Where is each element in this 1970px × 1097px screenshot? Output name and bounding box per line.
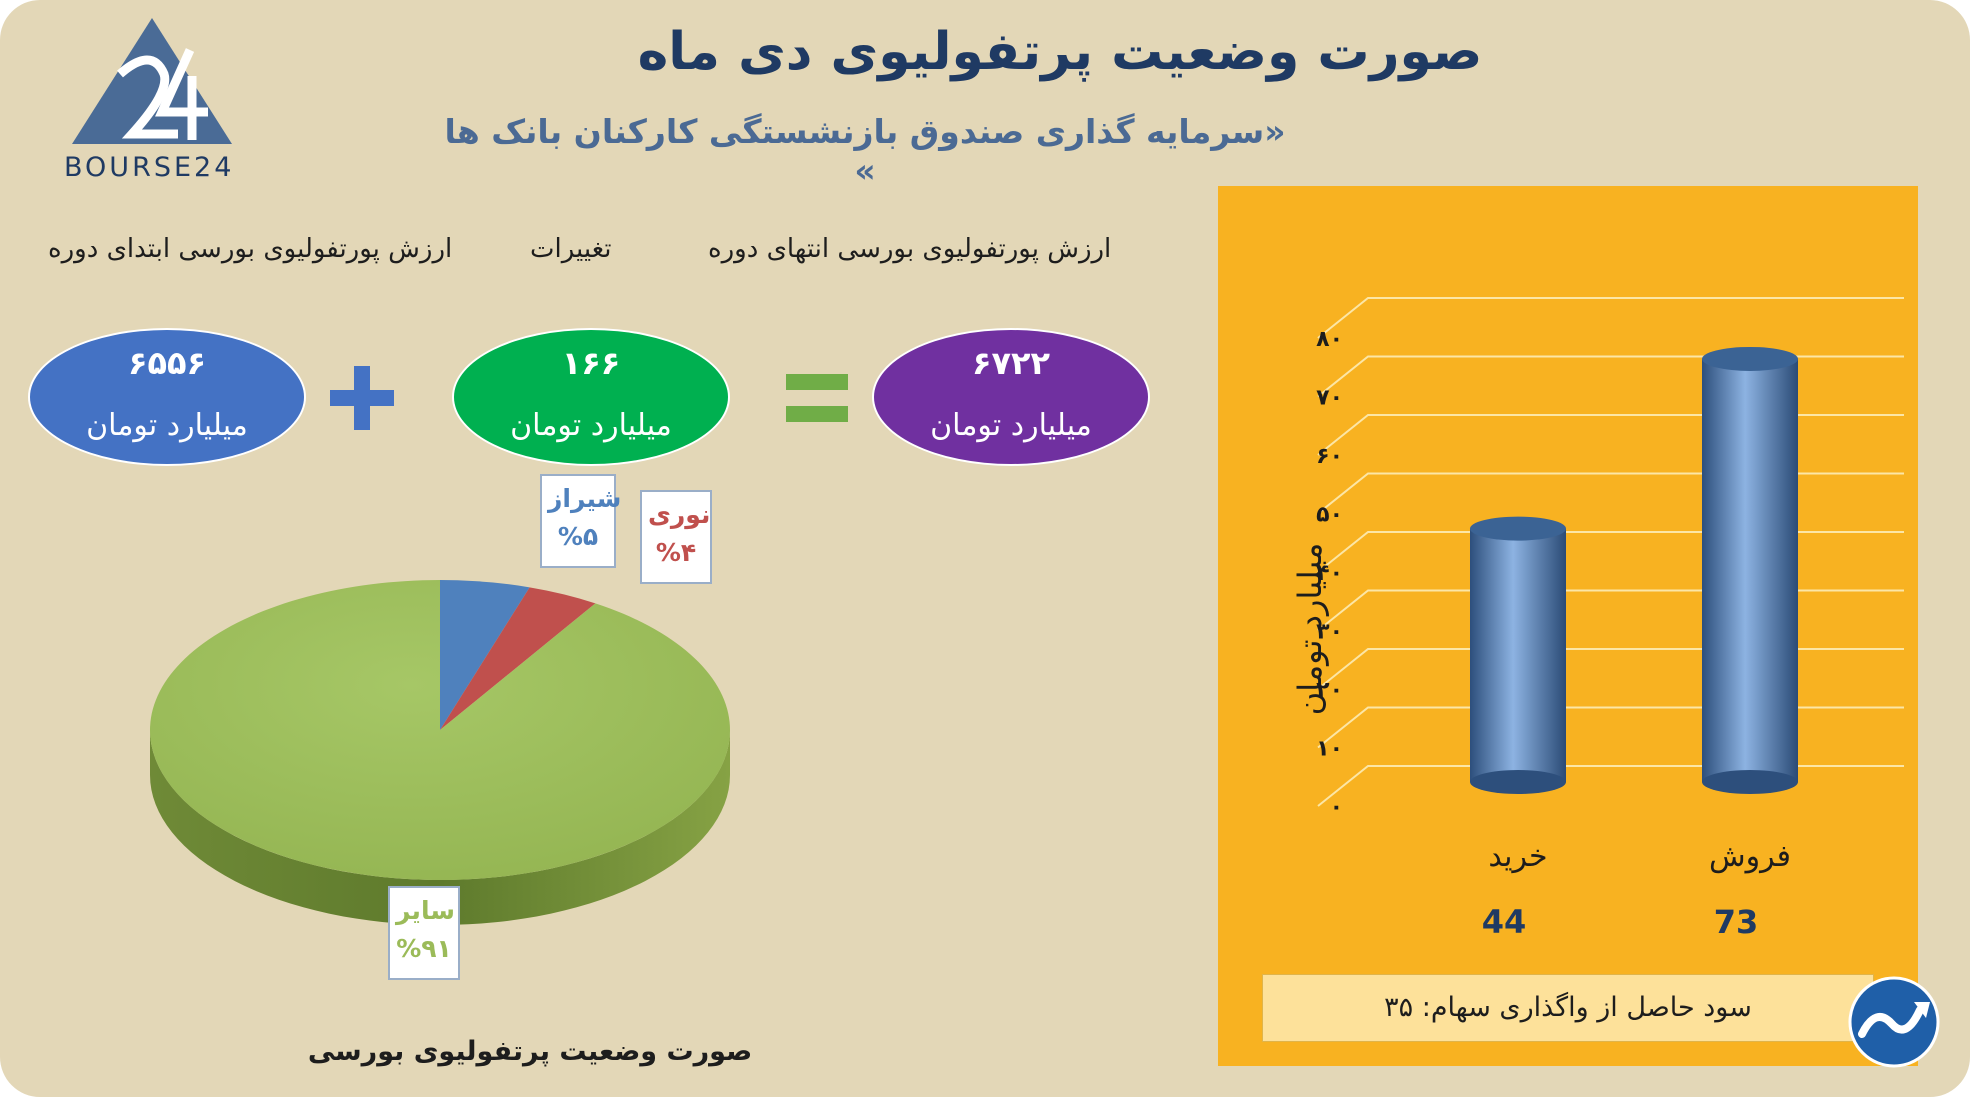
bar-y-tick: ۵۰ [1316, 503, 1343, 528]
equals-icon [786, 374, 848, 422]
bar-gridline [1317, 472, 1904, 515]
bar-gridline [1317, 531, 1904, 573]
pie-slice-2 [440, 587, 596, 730]
pie-chart [150, 580, 730, 925]
bar-gridline [1317, 297, 1904, 339]
pie-label-other: سایر %۹۱ [388, 886, 460, 980]
bar-y-tick: ۱۰ [1316, 737, 1343, 762]
bar-category-label: خرید [1488, 839, 1547, 874]
start-value-unit: میلیارد تومان [86, 408, 248, 443]
start-value-label: ارزش پورتفولیوی بورسی ابتدای دوره [48, 234, 453, 264]
bar-y-tick: ۰ [1330, 795, 1343, 820]
logo-triangle [72, 18, 232, 144]
start-value-ellipse: ۶۵۵۶ میلیارد تومان [28, 328, 306, 466]
bar-y-tick: ۴۰ [1316, 561, 1343, 586]
sale-profit-summary: سود حاصل از واگذاری سهام: ۳۵ [1262, 974, 1874, 1042]
logo-four-stroke [155, 48, 208, 140]
bar-value-label: 73 [1714, 903, 1759, 941]
change-value-ellipse: ۱۶۶ میلیارد تومان [452, 328, 730, 466]
end-value-unit: میلیارد تومان [930, 408, 1092, 443]
change-value: ۱۶۶ [561, 344, 621, 382]
plus-icon [330, 366, 394, 430]
pie-label-name: شیراز [548, 484, 622, 513]
pie-label-value: %۹۱ [396, 934, 452, 963]
bar-cap-1 [1470, 516, 1566, 541]
bar-y-axis-label: میلیارد تومان [1291, 542, 1329, 716]
bar-base-2 [1702, 770, 1798, 794]
pie-label-value: %۴ [655, 538, 697, 567]
bar-gridline [1317, 765, 1904, 807]
bar-gridline [1317, 355, 1904, 398]
bar-base-1 [1470, 770, 1566, 794]
pie-label-noori: نوری %۴ [640, 490, 712, 584]
trend-chart-icon [1848, 976, 1940, 1068]
end-value: ۶۷۲۲ [971, 344, 1051, 382]
change-label: تغییرات [530, 234, 612, 264]
bar-y-tick: ۷۰ [1316, 386, 1343, 411]
pie-slice-1 [440, 580, 530, 730]
bar-value-label: 44 [1482, 903, 1527, 941]
page-title: صورت وضعیت پرتفولیوی دی ماه [637, 22, 1483, 82]
bar-y-tick: ۲۰ [1316, 678, 1343, 703]
pie-slice-3 [150, 580, 730, 880]
bar-y-tick: ۶۰ [1316, 444, 1343, 469]
bar-cap-2 [1702, 346, 1798, 371]
pie-side [150, 730, 730, 925]
bourse24-logo [72, 18, 232, 144]
end-value-label: ارزش پورتفولیوی بورسی انتهای دوره [708, 234, 1112, 264]
bar-gridline [1317, 589, 1904, 632]
pie-label-shiraz: شیراز %۵ [540, 474, 622, 568]
start-value: ۶۵۵۶ [127, 344, 207, 382]
logo-text: BOURSE24 [64, 152, 235, 183]
pie-caption: صورت وضعیت پرتفولیوی بورسی [307, 1036, 753, 1067]
end-value-ellipse: ۶۷۲۲ میلیارد تومان [872, 328, 1150, 466]
bar-gridline [1317, 648, 1904, 690]
page-subtitle: «سرمایه گذاری صندوق بازنشستگی کارکنان با… [444, 112, 1286, 190]
bar-y-tick: ۸۰ [1316, 327, 1343, 352]
bar-1 [1470, 528, 1566, 782]
bar-chart-panel [1218, 186, 1918, 1066]
pie-label-value: %۵ [557, 522, 599, 551]
bar-gridline [1317, 706, 1904, 749]
change-value-unit: میلیارد تومان [510, 408, 672, 443]
pie-label-name: سایر [396, 896, 455, 925]
bar-y-tick: ۳۰ [1316, 620, 1343, 645]
bar-2 [1702, 358, 1798, 782]
bar-gridline [1317, 414, 1904, 456]
logo-two-stroke [117, 55, 178, 139]
pie-label-name: نوری [648, 500, 711, 529]
bar-category-label: فروش [1709, 839, 1791, 874]
bar-chart: ۰ ۱۰ ۲۰ ۳۰ ۴۰ ۵۰ ۶۰ ۷۰ ۸۰ خرید 44 فروش 73 [1316, 297, 1904, 941]
